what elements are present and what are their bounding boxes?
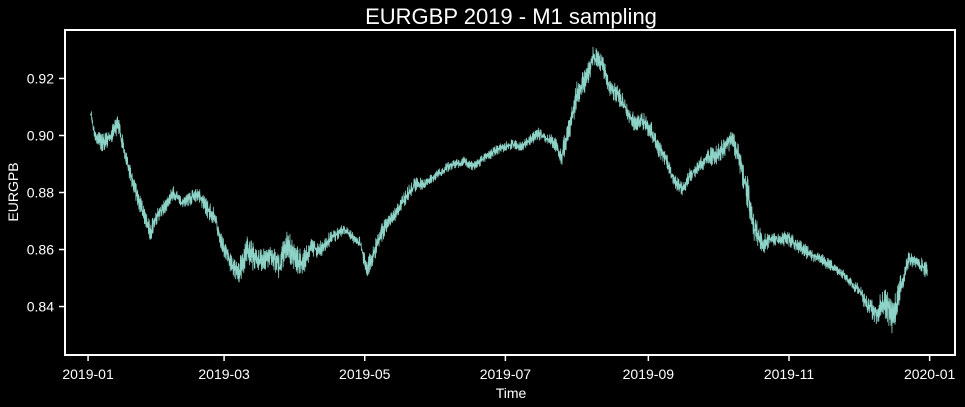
x-tick-label: 2020-01: [904, 366, 956, 382]
series-line-path: [89, 46, 928, 334]
y-axis-label: EURGPB: [5, 162, 21, 221]
x-axis: 2019-01 2019-03 2019-05 2019-07 2019-09 2019-…: [62, 355, 956, 382]
x-tick-label: 2019-03: [198, 366, 250, 382]
x-axis-label: Time: [496, 385, 527, 401]
x-tick-label: 2019-05: [339, 366, 391, 382]
x-tick-label: 2019-09: [623, 366, 675, 382]
y-tick-label: 0.84: [27, 299, 54, 315]
plot-background: [65, 30, 955, 355]
y-tick-label: 0.88: [27, 185, 54, 201]
y-tick-label: 0.86: [27, 242, 54, 258]
y-tick-label: 0.90: [27, 127, 54, 143]
x-tick-label: 2019-07: [480, 366, 532, 382]
y-tick-label: 0.92: [27, 70, 54, 86]
y-axis: 0.84 0.86 0.88 0.90 0.92: [27, 70, 65, 315]
plot-area: [64, 29, 956, 356]
x-tick-label: 2019-11: [764, 366, 815, 382]
x-tick-label: 2019-01: [62, 366, 114, 382]
chart-title: EURGBP 2019 - M1 sampling: [365, 4, 657, 29]
series-line: [89, 46, 928, 334]
